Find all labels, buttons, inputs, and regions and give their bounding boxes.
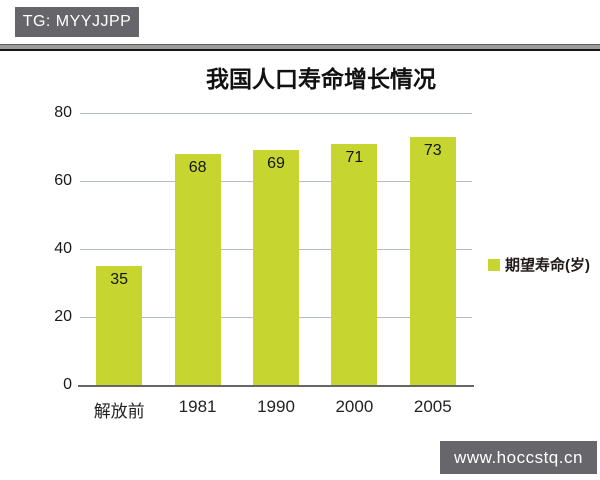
bar-1990: 69	[253, 150, 299, 385]
bar-value-label: 69	[267, 155, 285, 173]
bar-2000: 71	[331, 143, 378, 385]
website-badge: www.hoccstq.cn	[440, 441, 597, 474]
y-tick-label-80: 80	[54, 104, 72, 121]
x-tick-label-1981: 1981	[178, 397, 217, 416]
y-tick-label-60: 60	[54, 172, 72, 189]
x-tick-label-解放前: 解放前	[93, 402, 145, 421]
x-tick-label-2005: 2005	[413, 397, 452, 416]
gridline-80	[80, 113, 472, 114]
y-tick-label-0: 0	[63, 376, 72, 393]
bar-2005: 73	[409, 136, 456, 385]
bar-value-label: 35	[110, 271, 129, 288]
telegram-badge: TG: MYYJJPP	[15, 7, 139, 37]
x-tick-label-1990: 1990	[257, 397, 295, 416]
x-axis-line	[78, 385, 474, 387]
bar-value-label: 73	[423, 141, 442, 159]
bar-1981: 68	[174, 153, 221, 385]
x-tick-label-2000: 2000	[335, 397, 374, 416]
y-tick-label-40: 40	[54, 240, 72, 257]
chart-legend: 期望寿命(岁)	[488, 254, 590, 275]
legend-swatch-icon	[488, 258, 500, 271]
bar-value-label: 71	[345, 148, 364, 166]
y-tick-label-20: 20	[54, 308, 72, 325]
bar-解放前: 35	[96, 266, 143, 385]
chart-title: 我国人口寿命增长情况	[206, 66, 436, 92]
bar-value-label: 68	[188, 158, 207, 176]
legend-label: 期望寿命(岁)	[505, 257, 590, 274]
header-divider	[0, 44, 600, 51]
